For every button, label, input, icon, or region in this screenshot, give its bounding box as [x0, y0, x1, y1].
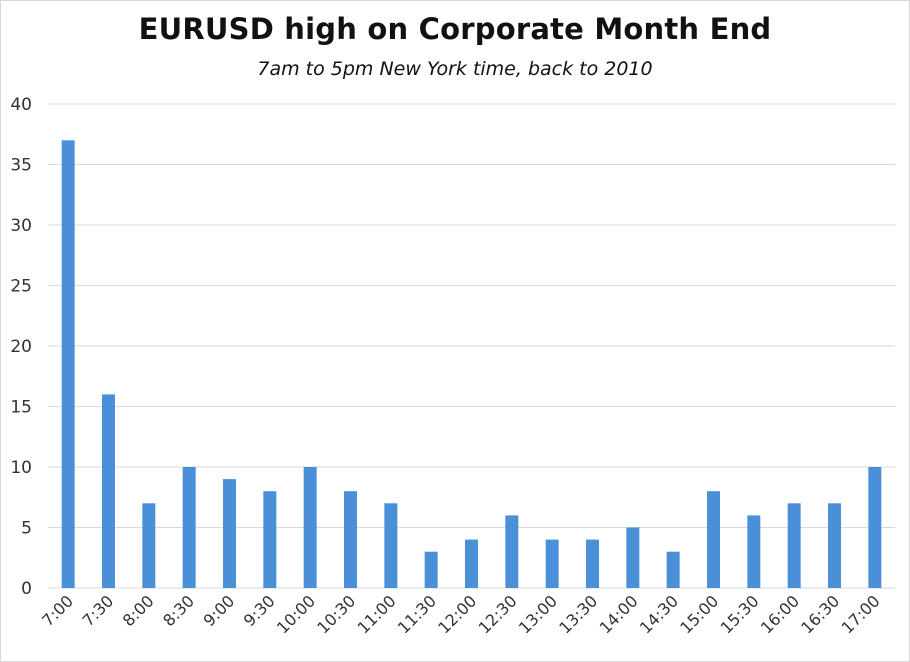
bar	[61, 140, 75, 589]
y-axis-ticks: 0 5 10 15 20 25 30 35 40	[10, 95, 32, 599]
bar	[747, 515, 761, 588]
x-tick-label: 8:00	[119, 591, 158, 630]
x-tick-label: 11:00	[354, 591, 400, 637]
bar	[787, 503, 801, 588]
x-tick-label: 9:00	[199, 591, 238, 630]
chart-subtitle: 7am to 5pm New York time, back to 2010	[257, 58, 653, 80]
bar	[828, 503, 841, 588]
y-tick-label: 20	[10, 337, 32, 357]
x-tick-label: 11:30	[394, 591, 440, 637]
bar	[465, 539, 478, 588]
bar	[666, 551, 680, 588]
y-tick-label: 15	[10, 398, 32, 418]
bar	[707, 491, 720, 588]
bar	[545, 539, 559, 588]
x-tick-label: 10:00	[273, 591, 319, 637]
y-tick-label: 30	[10, 216, 32, 236]
x-axis-ticks: 7:00 7:30 8:00 8:30 9:00 9:3010:0010:3011:001…	[38, 591, 884, 637]
x-tick-label: 14:00	[596, 591, 642, 637]
x-tick-label: 15:30	[717, 591, 763, 637]
x-tick-label: 7:30	[78, 591, 117, 630]
x-tick-label: 12:30	[475, 591, 521, 637]
bar	[505, 515, 519, 588]
y-tick-label: 5	[21, 519, 32, 539]
x-tick-label: 15:00	[676, 591, 722, 637]
y-tick-label: 10	[10, 458, 32, 478]
x-tick-label: 8:30	[159, 591, 198, 630]
bar	[626, 527, 640, 588]
bar	[223, 479, 236, 588]
x-tick-label: 12:00	[434, 591, 480, 637]
x-tick-label: 10:30	[313, 591, 359, 637]
x-tick-label: 16:00	[757, 591, 803, 637]
x-tick-label: 13:00	[515, 591, 561, 637]
bar	[182, 467, 196, 588]
bar	[384, 503, 398, 588]
bar	[303, 467, 317, 588]
x-tick-label: 17:00	[838, 591, 884, 637]
y-tick-label: 25	[10, 277, 32, 297]
bar	[102, 394, 115, 588]
y-tick-label: 35	[10, 156, 32, 176]
y-tick-label: 40	[10, 95, 32, 115]
bars	[61, 140, 882, 589]
bar	[344, 491, 357, 588]
gridlines	[48, 103, 895, 589]
x-tick-label: 7:00	[38, 591, 77, 630]
bar	[142, 503, 156, 588]
x-tick-label: 14:30	[636, 591, 682, 637]
chart-title: EURUSD high on Corporate Month End	[138, 12, 772, 46]
y-tick-label: 0	[21, 579, 32, 599]
bar	[868, 467, 882, 588]
x-tick-label: 13:30	[555, 591, 601, 637]
bar	[263, 491, 277, 588]
bar	[586, 539, 599, 588]
x-tick-label: 16:30	[797, 591, 843, 637]
bar	[424, 551, 438, 588]
